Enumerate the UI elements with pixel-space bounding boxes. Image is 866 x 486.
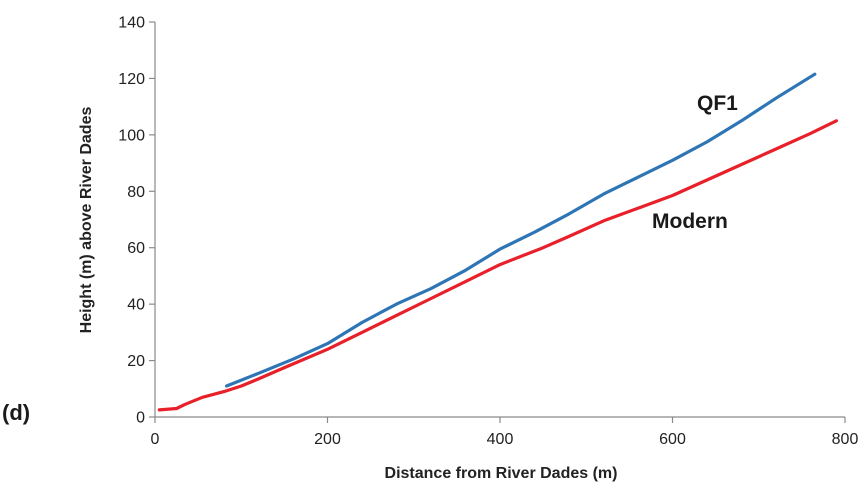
y-axis-title: Height (m) above River Dades — [78, 107, 95, 334]
x-tick-label: 400 — [487, 431, 514, 448]
series-line-qf1 — [225, 72, 817, 388]
y-tick-label: 120 — [118, 71, 145, 88]
x-tick-label: 600 — [659, 431, 686, 448]
x-axis-title: Distance from River Dades (m) — [385, 465, 618, 482]
y-tick-label: 40 — [127, 297, 145, 314]
y-tick-label: 100 — [118, 127, 145, 144]
y-axis-ticks: 0 20 40 60 80 100 120 140 — [118, 15, 155, 427]
x-tick-label: 200 — [314, 431, 341, 448]
panel-label: (d) — [2, 400, 30, 425]
x-tick-label: 0 — [151, 431, 160, 448]
x-axis-ticks: 0 200 400 600 800 — [151, 417, 859, 448]
series-label-qf1: QF1 — [697, 92, 738, 115]
x-tick-label: 800 — [832, 431, 859, 448]
series-label-modern: Modern — [652, 210, 728, 233]
y-tick-label: 20 — [127, 353, 145, 370]
y-tick-label: 80 — [127, 184, 145, 201]
series-layer — [157, 72, 839, 412]
y-tick-label: 60 — [127, 240, 145, 257]
y-tick-label: 0 — [136, 410, 145, 427]
series-line-modern — [157, 119, 839, 412]
y-tick-label: 140 — [118, 15, 145, 32]
